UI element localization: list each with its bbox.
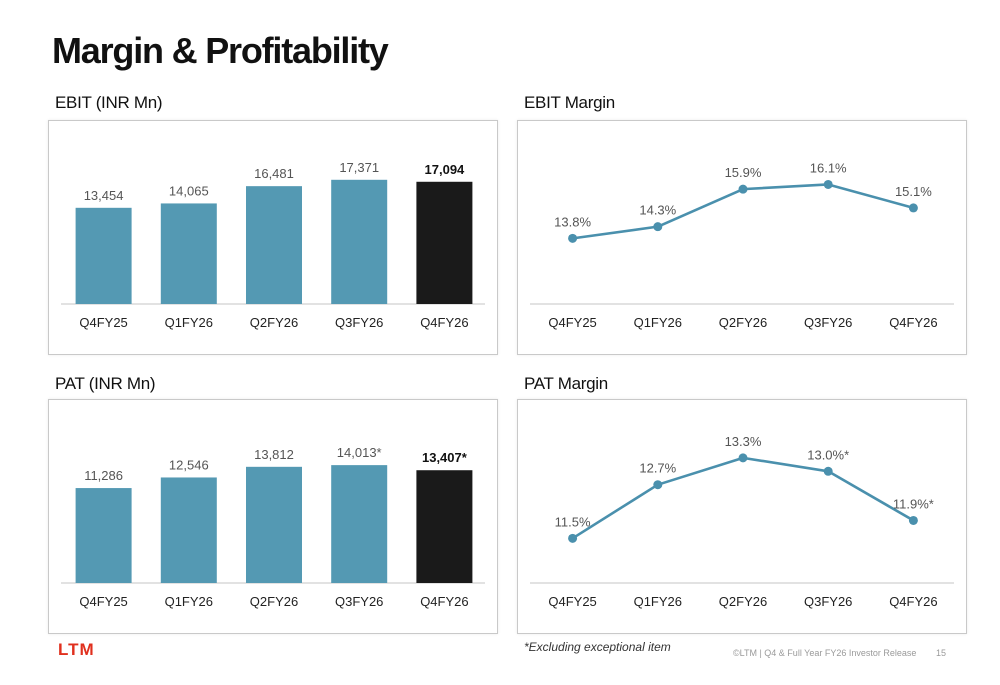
data-label: 13,812: [254, 447, 294, 462]
x-tick-label: Q1FY26: [165, 594, 213, 609]
page-title: Margin & Profitability: [52, 30, 389, 71]
ebit-chart-panel: Q4FY25 Q1FY26 Q2FY26 Q3FY26 Q4FY26 13,454 14,0…: [48, 120, 498, 355]
bar: [160, 477, 217, 583]
data-label: 11.5%: [555, 514, 591, 529]
ebit-bar-chart: Q4FY25 Q1FY26 Q2FY26 Q3FY26 Q4FY26 13,454 14,0…: [61, 160, 485, 330]
data-label: 13.8%: [554, 214, 591, 229]
data-label: 12,546: [169, 457, 209, 472]
bar: [416, 470, 473, 583]
bar: [246, 466, 302, 583]
bar: [75, 488, 132, 583]
data-point: [738, 453, 748, 463]
ebit-margin-chart-title: EBIT Margin: [524, 93, 615, 112]
x-tick-label: Q4FY25: [79, 315, 127, 330]
data-label: 12.7%: [639, 461, 676, 476]
pat-margin-chart-panel: Q4FY25 Q1FY26 Q2FY26 Q3FY26 Q4FY26 11.5% 12.7%…: [517, 399, 967, 634]
data-point: [908, 515, 918, 525]
series-line: [571, 456, 915, 540]
x-tick-label: Q3FY26: [804, 594, 852, 609]
pat-margin-chart-title: PAT Margin: [524, 374, 608, 393]
ebit-chart-title: EBIT (INR Mn): [55, 93, 163, 112]
bar: [246, 186, 302, 304]
data-point: [568, 533, 578, 543]
x-tick-label: Q2FY26: [250, 594, 298, 609]
data-label: 17,094: [425, 162, 466, 177]
data-label: 15.1%: [895, 184, 932, 199]
x-tick-label: Q4FY26: [889, 594, 937, 609]
bar: [331, 179, 388, 304]
page-number: 15: [936, 648, 947, 658]
data-label: 11,286: [84, 468, 123, 483]
data-label: 15.9%: [725, 165, 762, 180]
data-label: 13,407*: [422, 450, 468, 465]
data-label: 13,454: [84, 188, 124, 203]
x-tick-label: Q1FY26: [634, 315, 682, 330]
data-point: [738, 184, 748, 194]
x-tick-label: Q3FY26: [804, 315, 852, 330]
data-point: [568, 233, 578, 243]
bar: [331, 465, 388, 583]
ebit-margin-line-chart: Q4FY25 Q1FY26 Q2FY26 Q3FY26 Q4FY26 13.8% 14.3%…: [530, 160, 954, 330]
x-tick-label: Q4FY26: [889, 315, 937, 330]
x-tick-label: Q1FY26: [634, 594, 682, 609]
pat-chart-panel: Q4FY25 Q1FY26 Q2FY26 Q3FY26 Q4FY26 11,286 12,5…: [48, 399, 498, 634]
footer-text: ©LTM | Q4 & Full Year FY26 Investor Rele…: [733, 648, 917, 658]
x-tick-label: Q3FY26: [335, 315, 383, 330]
data-label: 14.3%: [639, 203, 676, 218]
data-label: 13.3%: [725, 434, 762, 449]
data-label: 16.1%: [810, 160, 847, 175]
company-logo: LTM: [58, 640, 95, 659]
bar: [75, 207, 132, 304]
data-point: [823, 179, 833, 189]
data-label: 11.9%*: [893, 496, 934, 511]
footnote: *Excluding exceptional item: [524, 640, 671, 654]
data-point: [653, 480, 663, 490]
x-tick-label: Q2FY26: [719, 594, 767, 609]
data-label: 16,481: [254, 166, 294, 181]
x-tick-label: Q2FY26: [719, 315, 767, 330]
data-label: 14,065: [169, 183, 209, 198]
x-tick-label: Q4FY25: [548, 315, 596, 330]
data-point: [653, 222, 663, 232]
data-label: 13.0%*: [807, 447, 849, 462]
x-tick-label: Q4FY26: [420, 315, 468, 330]
x-tick-label: Q4FY25: [548, 594, 596, 609]
x-tick-label: Q3FY26: [335, 594, 383, 609]
data-point: [823, 466, 833, 476]
x-tick-label: Q4FY26: [420, 594, 468, 609]
x-tick-label: Q4FY25: [79, 594, 127, 609]
bar: [416, 181, 473, 304]
pat-margin-line-chart: Q4FY25 Q1FY26 Q2FY26 Q3FY26 Q4FY26 11.5% 12.7%…: [530, 434, 954, 609]
ebit-margin-chart-panel: Q4FY25 Q1FY26 Q2FY26 Q3FY26 Q4FY26 13.8% 14.3%…: [517, 120, 967, 355]
bar: [160, 203, 217, 304]
x-tick-label: Q2FY26: [250, 315, 298, 330]
data-label: 14,013*: [337, 445, 382, 460]
pat-chart-title: PAT (INR Mn): [55, 374, 156, 393]
pat-bar-chart: Q4FY25 Q1FY26 Q2FY26 Q3FY26 Q4FY26 11,286 12,5…: [61, 445, 485, 609]
data-label: 17,371: [339, 160, 379, 175]
data-point: [908, 203, 918, 213]
x-tick-label: Q1FY26: [165, 315, 213, 330]
